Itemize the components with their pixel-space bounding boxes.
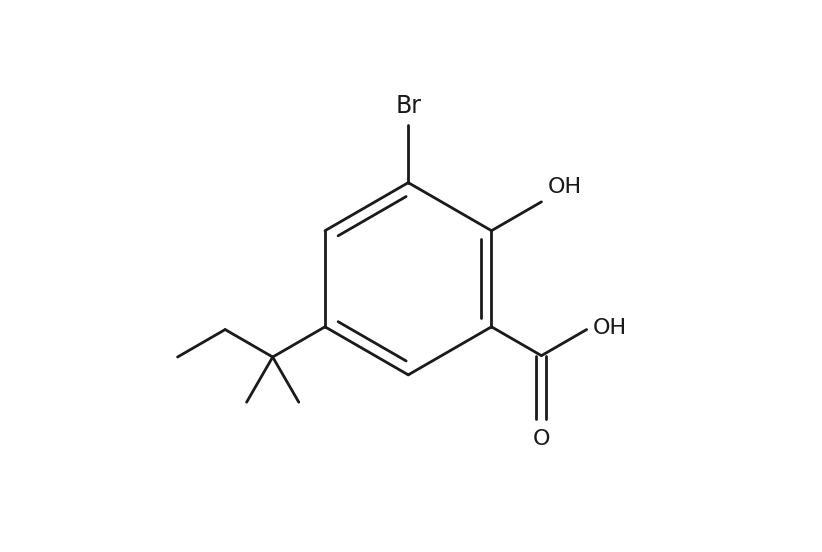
Text: Br: Br: [395, 94, 421, 118]
Text: OH: OH: [548, 177, 582, 198]
Text: O: O: [533, 429, 550, 449]
Text: OH: OH: [593, 318, 627, 338]
